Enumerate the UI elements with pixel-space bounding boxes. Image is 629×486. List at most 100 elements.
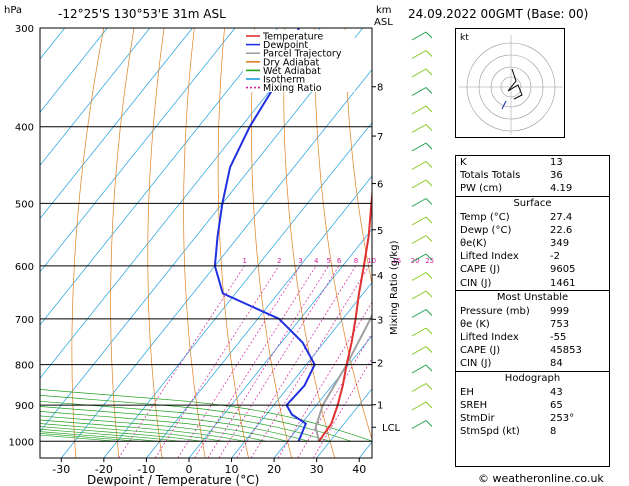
pressure-tick-label: 1000 <box>9 437 34 448</box>
index-value: -55 <box>550 332 567 344</box>
wet-adiabat <box>40 428 182 442</box>
index-row: K 13 <box>456 156 609 169</box>
wind-barb <box>425 31 433 39</box>
hpa-label: hPa <box>4 5 22 16</box>
km-tick-label: 5 <box>377 226 383 237</box>
mixing-ratio-line <box>297 332 372 458</box>
index-row: Totals Totals 36 <box>456 169 609 182</box>
mixing-ratio-label: 3 <box>298 257 302 265</box>
wind-barb <box>411 327 427 337</box>
x-axis-label: Dewpoint / Temperature (°C) <box>87 473 259 486</box>
index-value: 84 <box>550 358 563 370</box>
index-section-title: Most Unstable <box>456 289 609 305</box>
wind-barb <box>425 272 433 279</box>
wind-barb <box>411 253 427 263</box>
index-key: Dewp (°C) <box>460 224 512 236</box>
plot-frame <box>39 27 373 459</box>
wind-barb <box>425 216 433 224</box>
index-row: StmSpd (kt) 8 <box>456 425 609 438</box>
wind-barb <box>411 383 427 392</box>
wind-barb <box>411 50 427 59</box>
wind-barb <box>411 142 427 152</box>
index-key: Lifted Index <box>460 332 519 344</box>
dry-adiabat <box>283 28 336 458</box>
wind-barb <box>411 309 427 318</box>
wind-barb <box>411 31 427 41</box>
pressure-tick-label: 400 <box>15 123 34 134</box>
km-tick-label: 6 <box>377 180 383 191</box>
wind-barb <box>411 346 427 355</box>
lcl-label: LCL <box>382 423 401 434</box>
wind-barb <box>411 420 427 429</box>
pressure-tick-label: 300 <box>15 24 34 35</box>
x-tick-label: -10 <box>137 463 155 476</box>
legend-label: Dry Adiabat <box>263 57 320 68</box>
dry-adiabat <box>344 28 372 286</box>
index-row: Temp (°C) 27.4 <box>456 211 609 224</box>
index-value: 1461 <box>550 277 576 289</box>
index-key: θe (K) <box>460 318 490 330</box>
mixing-ratio-label: 6 <box>337 257 342 265</box>
index-value: 36 <box>550 170 563 182</box>
isotherm-line <box>40 28 236 273</box>
index-row: CAPE (J) 45853 <box>456 344 609 357</box>
isotherm-line <box>40 28 193 220</box>
index-value: 999 <box>550 305 570 317</box>
legend-label: Dewpoint <box>263 40 308 51</box>
legend-label: Isotherm <box>263 75 305 86</box>
isotherm-line <box>188 228 372 458</box>
isotherm-line <box>40 28 108 113</box>
index-row: θe (K) 753 <box>456 318 609 331</box>
location-title: -12°25'S 130°53'E 31m ASL <box>58 7 226 21</box>
dewpoint-profile <box>213 28 316 442</box>
hodograph-canvas: kt <box>459 33 563 135</box>
index-key: SREH <box>460 399 488 411</box>
wind-barb <box>425 235 433 242</box>
index-key: θe(K) <box>460 237 487 249</box>
wind-barb <box>425 401 433 409</box>
pressure-tick-label: 500 <box>15 199 34 210</box>
index-value: 43 <box>550 386 563 398</box>
wind-barb <box>411 364 427 374</box>
index-row: CAPE (J) 9605 <box>456 263 609 276</box>
dry-adiabat <box>183 28 206 458</box>
index-key: CAPE (J) <box>460 345 501 357</box>
index-row: Lifted Index -2 <box>456 250 609 263</box>
legend-label: Wet Adiabat <box>263 66 321 77</box>
index-value: 22.6 <box>550 224 573 236</box>
plot-lines <box>40 28 372 458</box>
hodograph: kt <box>455 28 565 138</box>
wind-barb <box>411 68 427 78</box>
isotherm-line <box>40 28 363 432</box>
index-value: 349 <box>550 237 570 249</box>
wind-barb <box>411 87 427 96</box>
index-row: Pressure (mb) 999 <box>456 305 609 318</box>
x-tick-label: -30 <box>52 463 70 476</box>
x-tick-label: 30 <box>310 463 324 476</box>
index-row: θe(K) 349 <box>456 237 609 250</box>
wind-barb <box>411 272 427 281</box>
plot-area: 1 2 3 4 5 6 8 10 15 20 253004005006007008009001000… <box>9 24 435 476</box>
mixing-ratio-line <box>236 265 356 458</box>
index-row: CIN (J) 1461 <box>456 277 609 290</box>
index-key: CIN (J) <box>460 358 492 370</box>
index-key: Pressure (mb) <box>460 305 530 317</box>
index-value: 9605 <box>550 264 576 276</box>
index-value: 65 <box>550 399 563 411</box>
wet-adiabat <box>40 431 160 442</box>
mixing-ratio-line <box>277 301 372 458</box>
index-value: 253° <box>550 413 575 424</box>
index-value: 753 <box>550 318 570 330</box>
isotherm-line <box>40 28 151 166</box>
index-row: Lifted Index -55 <box>456 331 609 344</box>
pressure-tick-label: 600 <box>15 262 34 273</box>
wind-barb <box>411 161 427 170</box>
legend-label: Temperature <box>262 32 323 43</box>
wind-barb <box>425 50 433 57</box>
km-tick-label: 8 <box>377 83 383 94</box>
mixing-ratio-label: 4 <box>314 257 319 265</box>
index-row: CIN (J) 84 <box>456 357 609 370</box>
wind-barb <box>411 105 427 115</box>
dry-adiabat <box>147 28 165 458</box>
